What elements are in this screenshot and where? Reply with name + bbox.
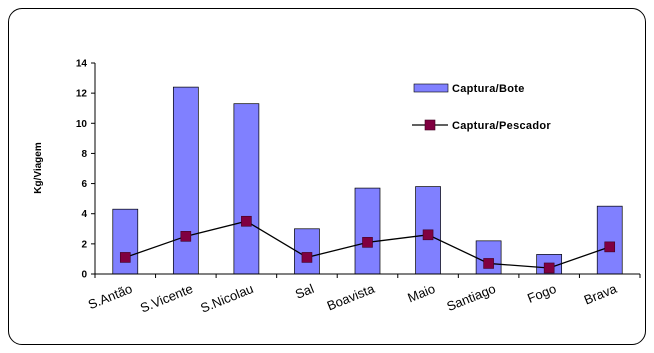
line-point: [362, 237, 373, 248]
y-tick-label: 10: [76, 119, 88, 130]
y-tick-label: 14: [76, 59, 88, 70]
y-tick-label: 6: [81, 179, 87, 190]
bar: [475, 240, 502, 275]
y-axis-label: Kg/Viagem: [33, 142, 44, 194]
bar: [354, 187, 381, 275]
bar: [233, 103, 260, 275]
y-tick-label: 4: [81, 209, 87, 220]
y-tick-label: 0: [81, 270, 87, 281]
y-tick-label: 8: [81, 149, 87, 160]
line-layer: [119, 215, 616, 274]
bar: [112, 208, 139, 275]
cats-layer: S.Antão S.Vicente S.Nicolau Sal Boavista Maio…: [86, 281, 620, 316]
y-tick-label: 12: [76, 89, 88, 100]
x-tick-label: Fogo: [525, 281, 558, 306]
bar: [294, 228, 320, 275]
legend-bar-label: Captura/Bote: [452, 83, 525, 95]
chart-frame: [8, 8, 646, 345]
bar: [596, 205, 623, 275]
x-tick-label: Maio: [405, 281, 437, 305]
x-tick-label: S.Vicente: [138, 281, 195, 316]
axes-layer: [94, 63, 640, 275]
line-point: [543, 262, 555, 274]
x-tick-label: Boavista: [325, 281, 378, 314]
x-tick-label: S.Antão: [86, 281, 135, 312]
line-point: [241, 215, 252, 227]
line-point: [604, 241, 616, 253]
line-point: [301, 252, 313, 263]
x-tick-label: Sal: [293, 281, 316, 302]
bars-layer: [112, 86, 623, 275]
legend-bar-swatch: [413, 83, 449, 93]
y-tick-label: 2: [81, 239, 87, 250]
legend-line-marker: [424, 119, 436, 131]
x-tick-label: Santiago: [445, 281, 498, 314]
line-point: [119, 252, 131, 263]
bar: [172, 86, 199, 275]
line-point: [422, 229, 434, 241]
ticks-layer: 0 2 4 6 8 10 12 14: [76, 59, 641, 281]
legend: Captura/Bote Captura/Pescador: [412, 83, 551, 132]
x-tick-label: Brava: [582, 281, 620, 308]
legend-line-label: Captura/Pescador: [452, 120, 551, 132]
line-point: [483, 258, 494, 269]
x-tick-label: S.Nicolau: [198, 281, 255, 316]
line-point: [180, 231, 192, 242]
